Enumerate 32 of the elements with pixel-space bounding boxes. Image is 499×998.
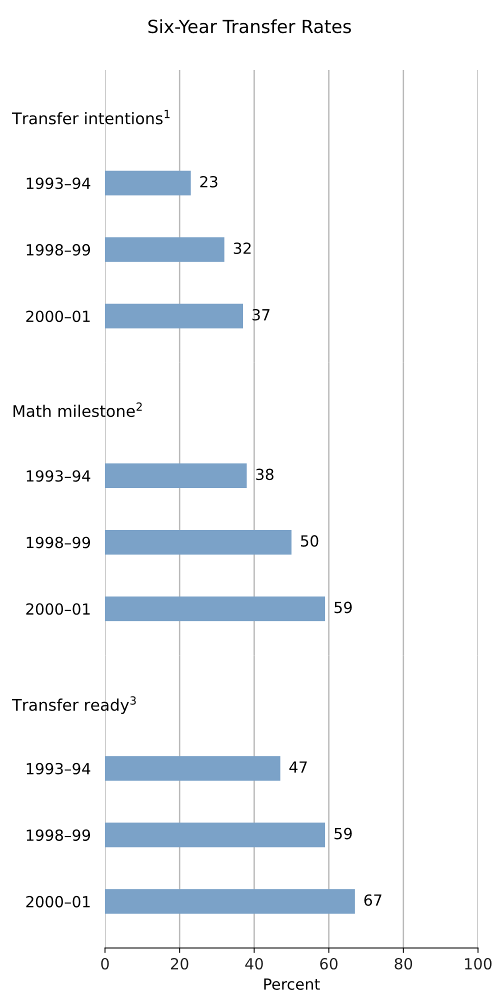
y-tick-label: 2000–01 xyxy=(26,896,90,908)
x-tick-label: 60 xyxy=(320,958,338,970)
y-tick-label: 1998–99 xyxy=(26,244,90,256)
y-tick-label: 1998–99 xyxy=(26,536,90,548)
data-label: 67 xyxy=(364,894,382,906)
x-axis-title: Percent xyxy=(264,978,320,990)
data-label: 37 xyxy=(252,308,270,321)
data-label: 59 xyxy=(334,602,352,614)
x-tick-label: 20 xyxy=(171,958,188,970)
data-label: 50 xyxy=(301,535,318,547)
x-tick-label: 40 xyxy=(245,958,263,970)
y-tick-label: 2000–01 xyxy=(26,603,90,615)
data-label: 59 xyxy=(334,828,352,840)
bar xyxy=(105,756,280,781)
bar xyxy=(105,822,326,848)
y-tick-label: 1993–94 xyxy=(26,470,90,482)
y-tick-label: 1993–94 xyxy=(26,762,90,774)
data-label: 23 xyxy=(200,176,218,188)
bar xyxy=(105,889,355,914)
y-tick-label: 2000–01 xyxy=(26,310,90,322)
x-tick-label: 100 xyxy=(465,958,492,970)
chart-subtitle: Transfer intentions$^{1}$ xyxy=(12,110,170,124)
y-tick-label: 1993–94 xyxy=(26,178,90,190)
data-label: 38 xyxy=(256,468,274,480)
chart-title: Six-Year Transfer Rates xyxy=(148,19,351,34)
chart-subtitle: Math milestone$^{2}$ xyxy=(14,402,142,418)
x-tick-label: 0 xyxy=(101,958,109,970)
data-label: 32 xyxy=(234,242,251,254)
chart-subtitle: Transfer ready$^{3}$ xyxy=(12,696,136,714)
data-label: 47 xyxy=(289,761,307,773)
x-tick-label: 80 xyxy=(394,958,412,970)
y-tick-label: 1998–99 xyxy=(26,829,90,841)
